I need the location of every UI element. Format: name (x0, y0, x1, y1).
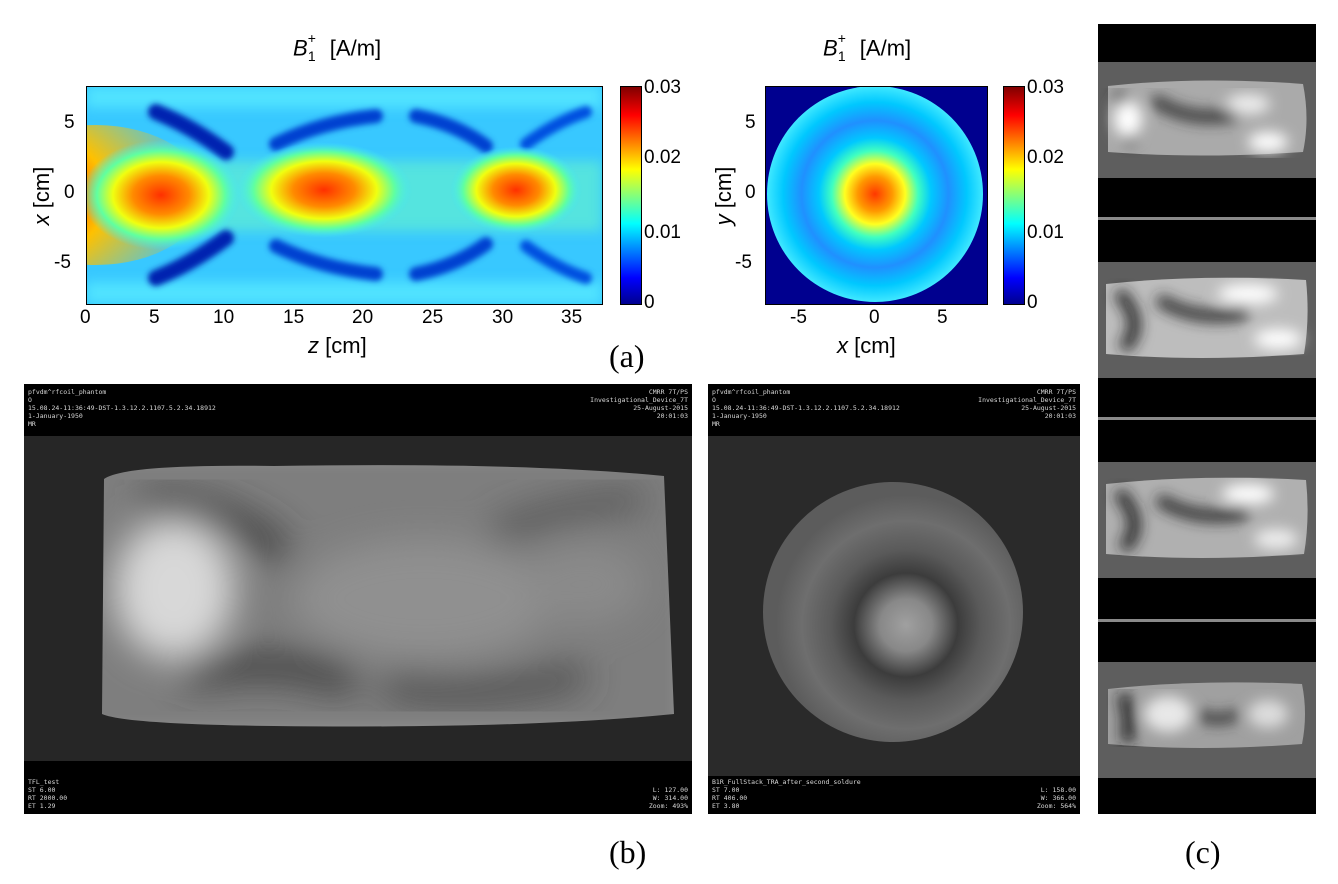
label-b: (b) (609, 834, 647, 870)
x-tick: 30 (492, 307, 514, 328)
plot-right-title: B+1 [A/m] (823, 30, 912, 64)
overlay-bottom-right: L: 158.00 W: 366.00 Zoom: 564% (1036, 786, 1076, 810)
sagittal-phantom (24, 436, 692, 761)
y-tick: 0 (745, 182, 756, 203)
colorbar-tick: 0.01 (1027, 222, 1064, 243)
overlay-top-right: CMRR 7T/PS Investigational_Device_7T 25-… (978, 388, 1076, 420)
low-field-bands (148, 104, 592, 286)
x-tick: 35 (561, 307, 583, 328)
xlabel-unit: [cm] (325, 333, 367, 358)
title-symbol: B (823, 35, 838, 61)
overlay-bottom-left: B1R_FullStack_TRA_after_second_soldure S… (712, 778, 861, 810)
y-tick: -5 (735, 252, 752, 273)
xlabel-var: x (837, 333, 848, 358)
colorbar-tick: 0.03 (644, 77, 681, 98)
overlay-bottom-left: TFL_test ST 6.00 RT 2000.00 ET 1.29 (28, 778, 68, 810)
slice-1 (1098, 62, 1316, 178)
plot-left-xlabel: z [cm] (308, 333, 367, 359)
plot-left-title: B+1 [A/m] (293, 30, 382, 64)
plot-left-ylabel: x [cm] (29, 156, 55, 236)
ylabel-var: y (711, 214, 736, 226)
x-tick: 5 (937, 307, 948, 328)
colorbar-tick: 0.01 (644, 222, 681, 243)
plot-right-xlabel: x [cm] (837, 333, 896, 359)
slice-2 (1098, 262, 1316, 378)
x-tick: 15 (283, 307, 305, 328)
mr-strip-stack (1098, 24, 1316, 814)
colorbar-tick: 0.02 (644, 147, 681, 168)
x-tick: 20 (352, 307, 374, 328)
x-tick: 5 (149, 307, 160, 328)
title-symbol: B (293, 35, 308, 61)
colorbar-tick: 0 (644, 292, 655, 313)
y-tick: 0 (64, 182, 75, 203)
title-unit: [A/m] (859, 35, 912, 61)
slice-3 (1098, 462, 1316, 578)
high-field-lobes (86, 125, 582, 265)
slice-4 (1098, 662, 1316, 778)
heatmap-transverse (765, 86, 987, 304)
title-sup: + (837, 30, 846, 46)
strip-slices (1098, 62, 1316, 778)
colorbar-left (620, 86, 642, 305)
x-tick: 0 (80, 307, 91, 328)
overlay-top-left: pfvdm^rfcoil_phantom O 15.08.24-11:36:49… (28, 388, 216, 428)
plot-left-frame (86, 86, 603, 305)
transverse-phantom (708, 436, 1080, 776)
x-tick: 0 (869, 307, 880, 328)
title-unit: [A/m] (329, 35, 382, 61)
y-tick: 5 (745, 112, 756, 133)
x-tick: 10 (213, 307, 235, 328)
overlay-top-left: pfvdm^rfcoil_phantom O 15.08.24-11:36:49… (712, 388, 900, 428)
colorbar-tick: 0.03 (1027, 77, 1064, 98)
ylabel-unit: [cm] (29, 166, 54, 209)
label-a: (a) (609, 338, 645, 374)
x-tick: -5 (790, 307, 807, 328)
ylabel-unit: [cm] (711, 166, 736, 209)
plot-right-ylabel: y [cm] (711, 156, 737, 236)
colorbar-tick: 0 (1027, 292, 1038, 313)
ylabel-var: x (29, 214, 54, 226)
xlabel-var: z (308, 333, 319, 358)
y-tick: 5 (64, 112, 75, 133)
phantom-disk (767, 86, 983, 302)
heatmap-longitudinal (86, 86, 602, 304)
colorbar-tick: 0.02 (1027, 147, 1064, 168)
mr-image-transverse: pfvdm^rfcoil_phantom O 15.08.24-11:36:49… (708, 384, 1080, 814)
title-sub: 1 (307, 47, 316, 64)
mr-image-sagittal: pfvdm^rfcoil_phantom O 15.08.24-11:36:49… (24, 384, 692, 814)
overlay-bottom-right: L: 127.00 W: 314.00 Zoom: 493% (648, 786, 688, 810)
xlabel-unit: [cm] (854, 333, 896, 358)
colorbar-right (1003, 86, 1025, 305)
plot-right-frame (765, 86, 988, 305)
title-sup: + (307, 30, 316, 46)
x-tick: 25 (422, 307, 444, 328)
title-sub: 1 (837, 47, 846, 64)
y-tick: -5 (54, 252, 71, 273)
overlay-top-right: CMRR 7T/PS Investigational_Device_7T 25-… (590, 388, 688, 420)
label-c: (c) (1185, 834, 1221, 870)
